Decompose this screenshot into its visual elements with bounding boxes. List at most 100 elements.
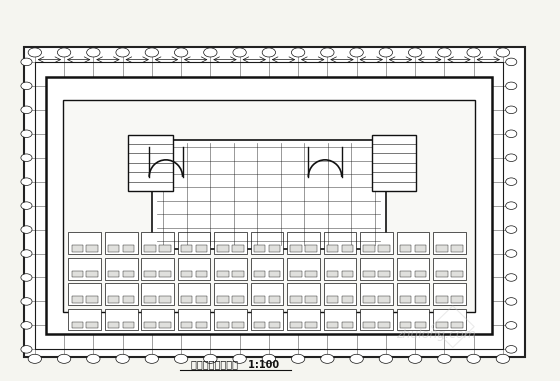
Bar	[433, 309, 466, 330]
Bar	[144, 245, 156, 252]
Bar	[342, 271, 353, 277]
Circle shape	[21, 106, 32, 114]
Bar	[360, 283, 393, 305]
Circle shape	[506, 82, 517, 90]
Bar	[378, 245, 390, 252]
Bar	[63, 100, 475, 312]
Bar	[254, 296, 265, 303]
Bar	[108, 322, 119, 328]
Bar	[400, 245, 411, 252]
Bar	[251, 309, 283, 330]
Bar	[436, 245, 448, 252]
Bar	[108, 245, 119, 252]
Circle shape	[467, 354, 480, 363]
Circle shape	[350, 48, 363, 57]
Bar	[342, 296, 353, 303]
Circle shape	[506, 322, 517, 329]
Circle shape	[21, 82, 32, 90]
Bar	[254, 245, 265, 252]
Bar	[360, 232, 393, 254]
Circle shape	[438, 48, 451, 57]
Circle shape	[438, 354, 451, 363]
Bar	[72, 322, 83, 328]
Bar	[305, 322, 316, 328]
Bar	[141, 283, 174, 305]
Bar	[178, 232, 211, 254]
Circle shape	[21, 202, 32, 210]
Bar	[196, 271, 207, 277]
Bar	[363, 245, 375, 252]
Circle shape	[467, 48, 480, 57]
Circle shape	[262, 354, 276, 363]
Bar	[144, 296, 156, 303]
Bar	[342, 322, 353, 328]
Bar	[232, 296, 244, 303]
Bar	[68, 309, 101, 330]
Circle shape	[506, 274, 517, 281]
Bar	[305, 296, 316, 303]
Bar	[433, 258, 466, 280]
Bar	[214, 283, 247, 305]
Bar	[451, 245, 463, 252]
Circle shape	[116, 354, 129, 363]
Bar	[254, 322, 265, 328]
Bar	[232, 271, 244, 277]
Bar	[232, 322, 244, 328]
Bar	[327, 245, 338, 252]
Bar	[68, 283, 101, 305]
Bar	[324, 258, 356, 280]
Circle shape	[506, 178, 517, 186]
Circle shape	[506, 202, 517, 210]
Circle shape	[506, 130, 517, 138]
Circle shape	[321, 354, 334, 363]
Circle shape	[506, 58, 517, 66]
Bar	[105, 232, 138, 254]
Bar	[105, 309, 138, 330]
Bar	[72, 271, 83, 277]
Circle shape	[291, 354, 305, 363]
Bar	[414, 245, 426, 252]
Text: 底层给排水平面图   1:100: 底层给排水平面图 1:100	[192, 360, 279, 370]
Circle shape	[21, 298, 32, 305]
Bar	[324, 309, 356, 330]
Circle shape	[408, 48, 422, 57]
Bar	[414, 271, 426, 277]
Bar	[159, 296, 171, 303]
Bar	[251, 283, 283, 305]
Circle shape	[379, 354, 393, 363]
Bar	[178, 283, 211, 305]
Bar	[46, 77, 492, 334]
Bar	[159, 322, 171, 328]
Bar	[68, 232, 101, 254]
Circle shape	[321, 48, 334, 57]
Bar	[372, 134, 417, 191]
Circle shape	[21, 154, 32, 162]
Bar	[396, 258, 430, 280]
Bar	[35, 62, 503, 349]
Bar	[128, 134, 173, 191]
Bar	[196, 296, 207, 303]
Bar	[291, 271, 302, 277]
Bar	[181, 296, 193, 303]
Bar	[436, 296, 448, 303]
Bar	[400, 322, 411, 328]
Bar	[196, 322, 207, 328]
Bar	[123, 245, 134, 252]
Bar	[324, 232, 356, 254]
Bar	[291, 296, 302, 303]
Bar	[24, 47, 525, 357]
Bar	[269, 271, 280, 277]
Bar	[214, 309, 247, 330]
Bar	[123, 296, 134, 303]
Bar	[217, 322, 229, 328]
Circle shape	[262, 48, 276, 57]
Bar	[433, 283, 466, 305]
Circle shape	[57, 354, 71, 363]
Circle shape	[506, 226, 517, 234]
Bar	[217, 271, 229, 277]
Bar	[108, 271, 119, 277]
Bar	[414, 322, 426, 328]
Bar	[214, 258, 247, 280]
Circle shape	[21, 130, 32, 138]
Bar	[72, 296, 83, 303]
